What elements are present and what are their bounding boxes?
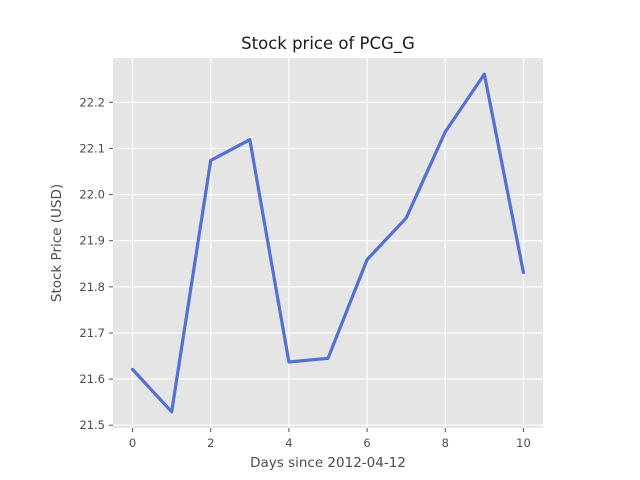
y-tick-label: 22.2 xyxy=(79,95,105,109)
y-tick-label: 22.1 xyxy=(79,141,105,155)
ticks: 0 2 4 6 8 10 21.5 21.6 21.7 21.8 21.9 22.0 22.1 22.2 xyxy=(79,95,530,450)
y-tick-label: 21.5 xyxy=(79,418,105,432)
y-tick-label: 21.8 xyxy=(79,280,105,294)
x-tick-label: 8 xyxy=(442,436,449,450)
plot-background xyxy=(113,58,543,428)
x-tick-label: 6 xyxy=(363,436,370,450)
x-tick-label: 4 xyxy=(285,436,292,450)
chart-title: Stock price of PCG_G xyxy=(241,34,415,54)
y-axis-label: Stock Price (USD) xyxy=(49,184,65,302)
y-tick-label: 21.9 xyxy=(79,234,105,248)
x-axis-label: Days since 2012-04-12 xyxy=(250,455,406,471)
price-line xyxy=(130,72,526,414)
y-tick-label: 21.6 xyxy=(79,372,105,386)
y-tick-label: 22.0 xyxy=(79,188,105,202)
x-tick-label: 2 xyxy=(207,436,214,450)
x-tick-label: 10 xyxy=(516,436,531,450)
y-tick-label: 21.7 xyxy=(79,326,105,340)
x-tick-label: 0 xyxy=(129,436,136,450)
